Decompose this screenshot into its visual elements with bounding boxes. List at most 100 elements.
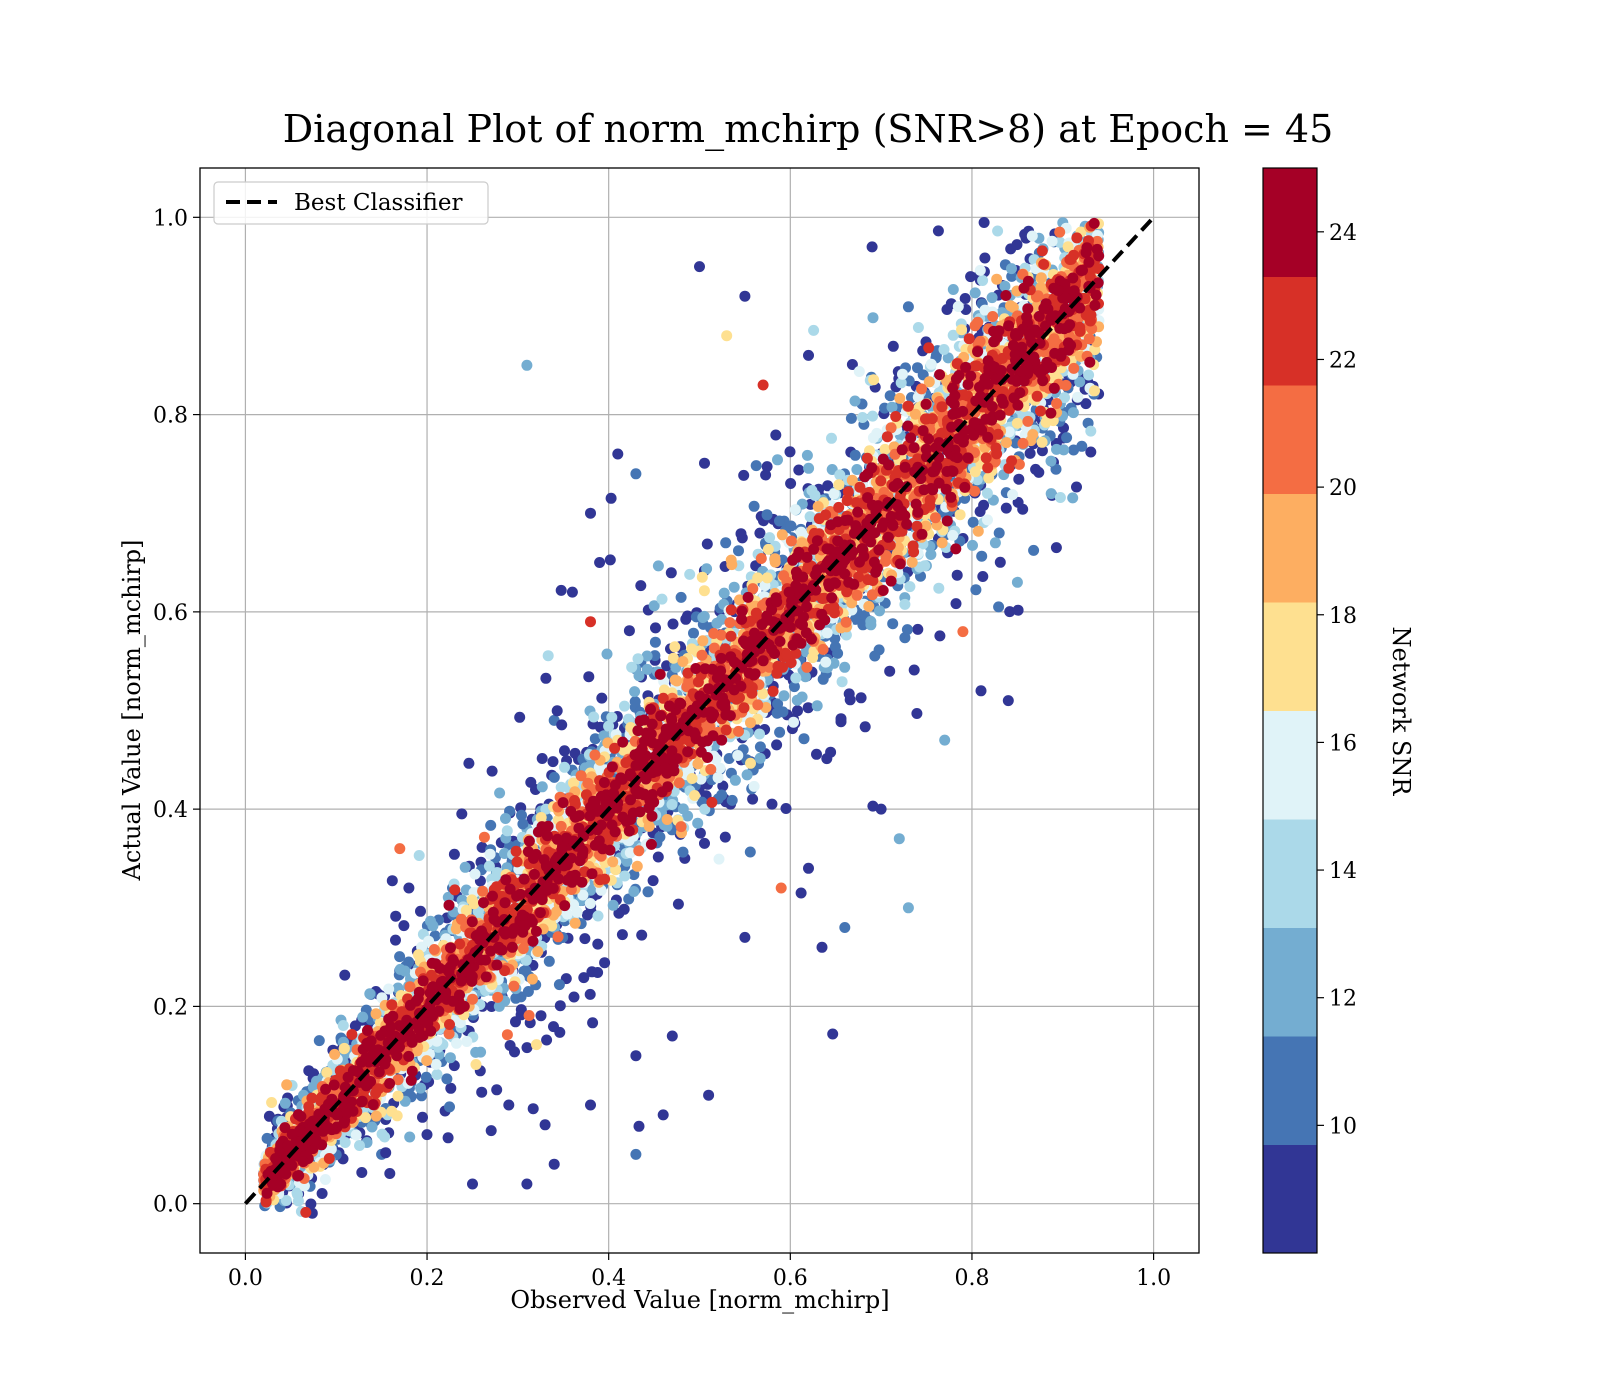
data-point <box>647 875 659 887</box>
data-point <box>649 650 661 662</box>
data-point <box>1072 391 1084 403</box>
data-point <box>413 850 425 861</box>
data-point <box>1058 444 1070 456</box>
data-point <box>603 720 615 732</box>
data-point <box>969 287 981 299</box>
data-point <box>525 776 537 788</box>
data-point <box>820 656 832 668</box>
data-point <box>748 780 760 792</box>
data-point <box>977 275 989 286</box>
data-point <box>1013 473 1025 485</box>
data-point <box>748 500 760 512</box>
data-point <box>442 1132 454 1144</box>
data-point <box>448 848 460 860</box>
data-point <box>829 633 841 644</box>
data-point <box>586 966 598 978</box>
data-point <box>1050 542 1062 554</box>
data-point <box>604 554 616 566</box>
data-point <box>536 753 548 764</box>
data-point <box>733 545 744 557</box>
data-point <box>775 882 787 894</box>
data-point <box>517 818 529 830</box>
data-point <box>688 627 699 639</box>
data-point <box>1085 446 1097 458</box>
data-point <box>420 1071 432 1083</box>
data-point <box>1076 440 1088 452</box>
data-point <box>974 506 986 517</box>
data-point <box>762 543 774 555</box>
data-point <box>357 1011 369 1023</box>
data-point <box>394 963 406 975</box>
data-point <box>1006 263 1017 275</box>
data-point <box>578 972 590 984</box>
data-point <box>677 803 689 815</box>
data-point <box>417 1111 428 1123</box>
data-point <box>780 803 792 814</box>
data-point <box>802 702 814 714</box>
data-point <box>736 532 748 544</box>
data-point <box>629 696 641 708</box>
data-point <box>1036 445 1048 457</box>
data-point <box>790 672 802 684</box>
data-point <box>356 1167 368 1178</box>
data-point <box>897 368 908 380</box>
data-point <box>588 711 600 723</box>
data-point <box>857 412 868 423</box>
data-point <box>954 509 966 521</box>
data-point <box>559 745 570 757</box>
data-point <box>1028 544 1040 556</box>
data-point <box>999 280 1011 292</box>
data-point <box>539 1119 551 1131</box>
data-point <box>965 271 977 283</box>
data-point <box>795 526 807 538</box>
data-point <box>720 537 732 549</box>
data-point <box>766 798 778 810</box>
data-point <box>461 1036 473 1047</box>
data-point <box>721 330 733 342</box>
data-point <box>738 469 750 481</box>
data-point <box>589 733 601 745</box>
data-point <box>628 886 640 897</box>
data-point <box>630 1148 642 1160</box>
data-point <box>632 653 644 665</box>
data-point <box>606 711 618 723</box>
data-point <box>584 988 596 1000</box>
data-point <box>912 623 924 635</box>
data-point <box>803 349 814 361</box>
data-point <box>520 964 532 976</box>
data-point <box>884 390 896 402</box>
data-point <box>379 1131 391 1143</box>
data-point <box>778 690 790 702</box>
data-point <box>826 432 837 444</box>
data-point <box>879 443 891 455</box>
data-point <box>501 825 513 837</box>
data-point <box>925 549 937 560</box>
data-point <box>380 1147 392 1159</box>
data-point <box>992 225 1004 237</box>
data-point <box>803 862 814 874</box>
data-point <box>760 469 772 481</box>
data-point <box>829 641 841 653</box>
data-point <box>415 905 426 917</box>
data-point <box>500 813 511 824</box>
data-point <box>993 527 1005 539</box>
data-point <box>947 529 959 541</box>
data-point <box>339 1137 351 1148</box>
data-point <box>952 301 964 312</box>
data-point <box>866 241 878 253</box>
data-point <box>754 752 766 764</box>
data-point <box>839 661 851 673</box>
data-point <box>867 800 879 812</box>
data-point <box>757 379 769 391</box>
data-point <box>761 461 773 473</box>
data-point <box>665 567 677 579</box>
data-point <box>1074 376 1086 388</box>
data-point <box>869 650 881 662</box>
data-point <box>1006 270 1018 282</box>
data-point <box>934 630 946 642</box>
data-point <box>503 1099 515 1111</box>
data-point <box>463 757 475 769</box>
data-point <box>682 610 693 622</box>
data-point <box>1000 502 1012 514</box>
